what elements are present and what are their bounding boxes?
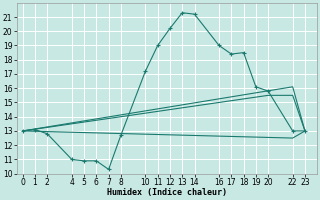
X-axis label: Humidex (Indice chaleur): Humidex (Indice chaleur) <box>107 188 227 197</box>
